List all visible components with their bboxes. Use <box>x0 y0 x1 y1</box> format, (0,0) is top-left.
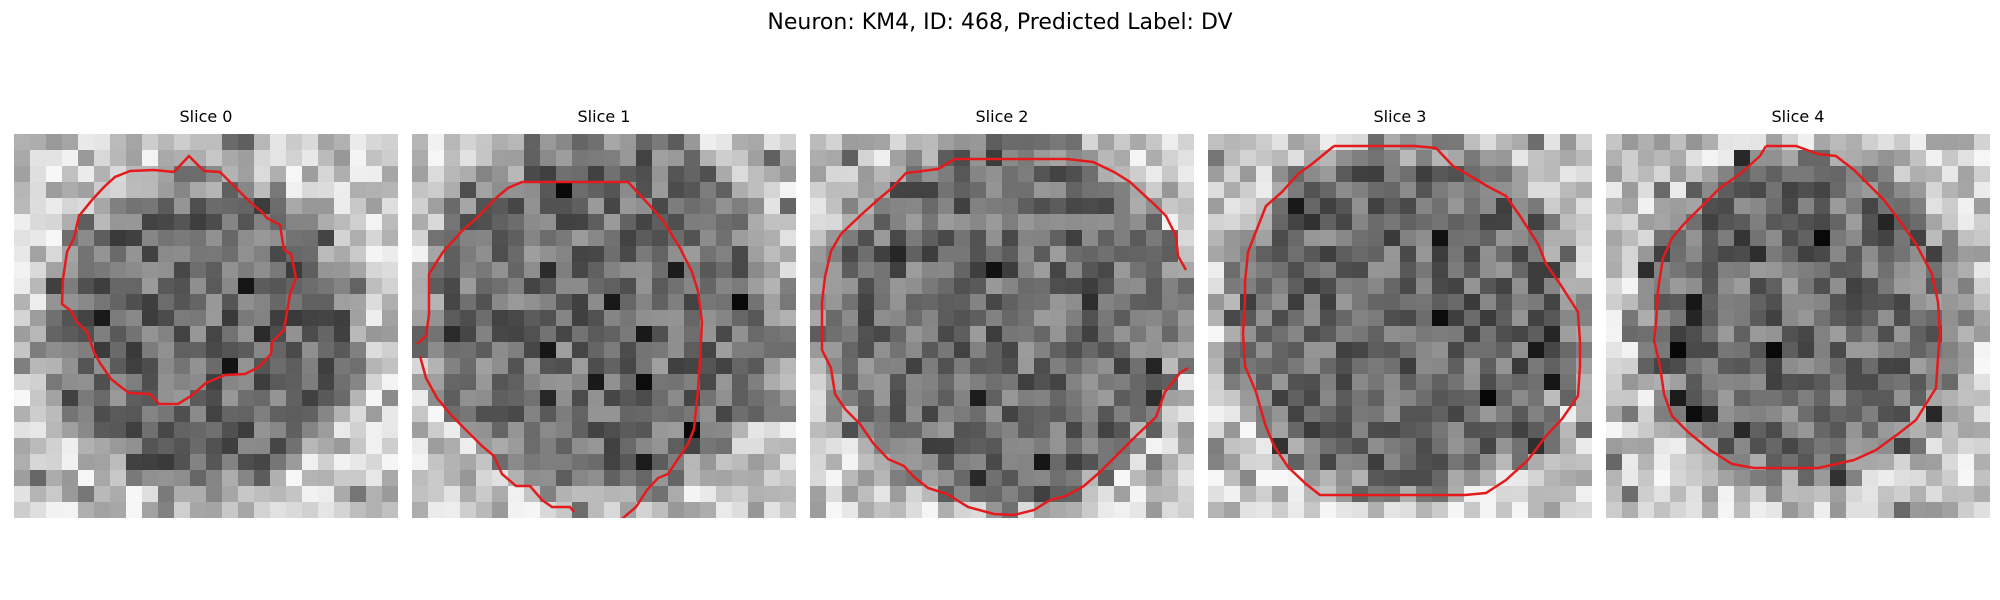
slice-4-svg <box>1606 134 1990 518</box>
slice-title-0: Slice 0 <box>179 107 233 126</box>
slice-image-4 <box>1606 134 1990 518</box>
slice-title-1: Slice 1 <box>577 107 631 126</box>
slice-image-0 <box>14 134 398 518</box>
slice-4-pixels <box>1606 134 1990 518</box>
slice-panel-2: Slice 2 <box>810 106 1194 518</box>
slice-image-3 <box>1208 134 1592 518</box>
slice-2-svg <box>810 134 1194 518</box>
slice-panel-3: Slice 3 <box>1208 106 1592 518</box>
slice-title-2: Slice 2 <box>975 107 1029 126</box>
slice-title-3: Slice 3 <box>1373 107 1427 126</box>
slice-image-2 <box>810 134 1194 518</box>
slice-panel-4: Slice 4 <box>1606 106 1990 518</box>
slice-1-contour <box>416 180 704 518</box>
slice-2-pixels <box>810 134 1194 518</box>
slice-title-4: Slice 4 <box>1771 107 1825 126</box>
slice-4-contour <box>1652 144 1942 470</box>
slice-0-contour <box>60 154 298 406</box>
slice-3-svg <box>1208 134 1592 518</box>
slice-1-pixels <box>412 134 796 518</box>
slice-image-1 <box>412 134 796 518</box>
slice-0-pixels <box>14 134 398 518</box>
slice-1-svg <box>412 134 796 518</box>
slice-panel-1: Slice 1 <box>412 106 796 518</box>
slice-3-contour <box>1241 144 1582 497</box>
slice-3-pixels <box>1208 134 1592 518</box>
slice-panel-0: Slice 0 <box>14 106 398 518</box>
slice-0-svg <box>14 134 398 518</box>
figure-title: Neuron: KM4, ID: 468, Predicted Label: D… <box>767 10 1233 35</box>
slice-2-contour <box>820 157 1189 517</box>
slice-1-contour-lower <box>418 355 575 513</box>
